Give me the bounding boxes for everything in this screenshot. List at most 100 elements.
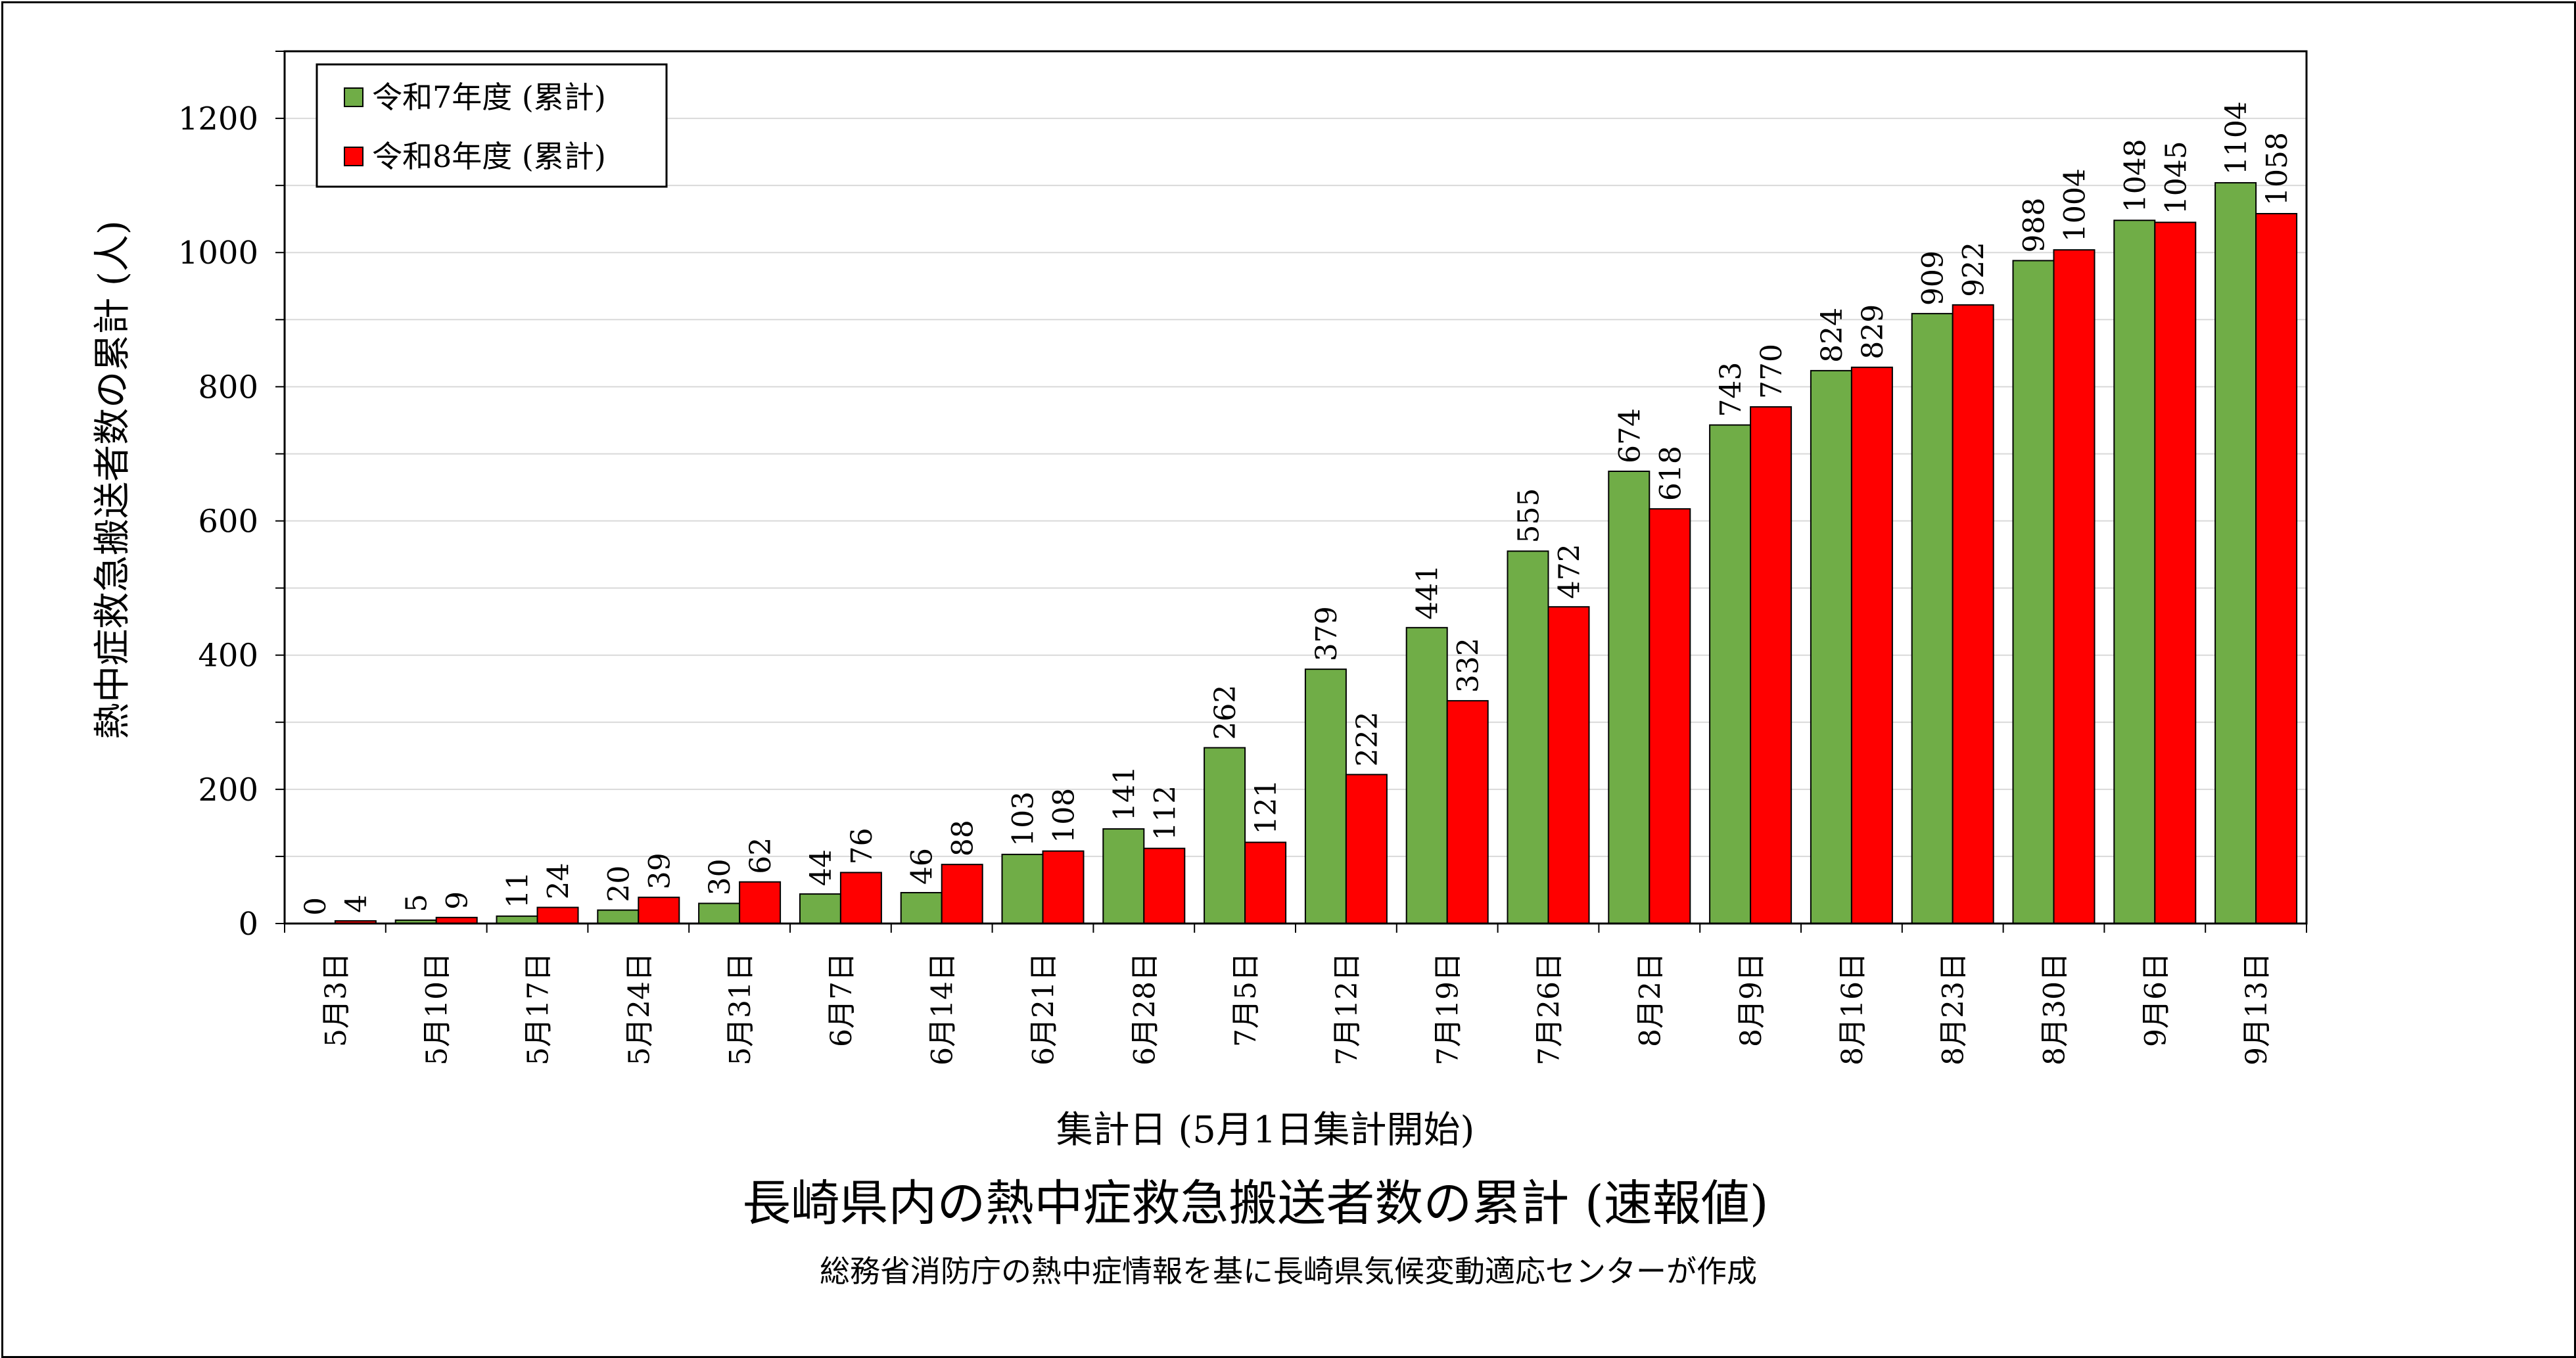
data-label: 1004 [2059, 168, 2092, 242]
y-tick-label: 200 [198, 772, 258, 808]
bar-r8 [1547, 606, 1590, 924]
bar-r7 [799, 893, 841, 925]
x-tick-label: 8月9日 [1735, 952, 1768, 1047]
data-label: 909 [1917, 250, 1950, 306]
bar-r7 [1810, 369, 1852, 924]
data-label: 4 [340, 895, 373, 913]
bar-r8 [839, 872, 882, 924]
data-label: 1104 [2220, 101, 2253, 175]
x-tick-label: 8月30日 [2038, 952, 2072, 1065]
bar-r7 [1405, 626, 1448, 924]
bar-r7 [2113, 220, 2156, 924]
legend: 令和7年度 (累計) 令和8年度 (累計) [316, 63, 668, 188]
data-label: 674 [1613, 408, 1647, 463]
bar-r7 [1608, 471, 1651, 924]
bar-r7 [2214, 182, 2257, 924]
x-tick-label: 6月14日 [926, 952, 960, 1065]
bar-r8 [1143, 847, 1186, 924]
x-tick-label: 7月19日 [1432, 952, 1465, 1065]
bar-r8 [536, 906, 579, 925]
data-label: 103 [1007, 791, 1041, 847]
data-label: 743 [1714, 362, 1748, 417]
bar-r8 [739, 881, 782, 924]
bar-r8 [941, 864, 983, 925]
legend-swatch-r7 [344, 87, 363, 107]
y-tick-label: 600 [198, 503, 258, 540]
x-tick-label: 6月7日 [825, 952, 858, 1047]
y-tick-label: 1000 [178, 235, 258, 271]
data-label: 39 [643, 853, 676, 889]
data-label: 108 [1048, 788, 1081, 843]
bar-r8 [2053, 249, 2096, 924]
y-tick-label: 800 [198, 369, 258, 406]
data-label: 332 [1452, 638, 1486, 693]
bar-r7 [1102, 828, 1145, 924]
legend-label-r7: 令和7年度 (累計) [372, 80, 606, 115]
bar-r8 [2154, 222, 2197, 924]
data-label: 472 [1553, 544, 1587, 599]
x-tick-label: 5月17日 [522, 952, 555, 1065]
y-axis-ticks: 0 200 400 600 800 1000 1200 [178, 51, 285, 943]
data-label: 1058 [2260, 132, 2294, 206]
data-label: 824 [1815, 308, 1849, 363]
data-label: 555 [1512, 488, 1546, 543]
data-label: 5 [400, 894, 434, 912]
data-label: 441 [1411, 565, 1445, 620]
bar-r8 [1952, 304, 1994, 924]
data-label: 112 [1148, 785, 1182, 841]
x-tick-label: 5月10日 [421, 952, 454, 1065]
x-tick-label: 7月5日 [1229, 952, 1263, 1047]
x-tick-label: 5月3日 [319, 952, 353, 1047]
bar-r8 [2255, 213, 2298, 925]
data-label: 222 [1351, 711, 1384, 766]
bar-r7 [1911, 313, 1954, 924]
data-label: 44 [805, 849, 838, 886]
bar-r7 [900, 892, 943, 924]
bar-r8 [1345, 774, 1388, 925]
data-label: 262 [1209, 685, 1242, 740]
data-label: 62 [744, 837, 778, 874]
legend-swatch-r8 [344, 147, 363, 166]
data-label: 829 [1856, 304, 1890, 360]
data-label: 1048 [2119, 139, 2152, 212]
bar-r7 [597, 909, 640, 924]
bar-r8 [1244, 841, 1287, 925]
y-tick-label: 1200 [178, 101, 258, 137]
x-tick-label: 5月31日 [724, 952, 757, 1065]
x-tick-label: 9月6日 [2139, 952, 2172, 1047]
bar-r8 [1649, 508, 1691, 924]
y-axis-label: 熱中症救急搬送者数の累計 (人) [91, 220, 134, 739]
legend-box [316, 63, 668, 188]
bars [334, 182, 2298, 925]
data-label: 379 [1310, 606, 1344, 661]
bar-r8 [1850, 366, 1893, 924]
x-tick-label: 8月16日 [1836, 952, 1869, 1065]
x-tick-label: 7月26日 [1533, 952, 1566, 1065]
x-tick-label: 6月21日 [1027, 952, 1061, 1065]
data-label: 11 [502, 872, 535, 908]
data-label: 121 [1250, 780, 1283, 835]
data-label: 46 [906, 848, 939, 885]
chart-subtitle: 総務省消防庁の熱中症情報を基に長崎県気候変動適応センターが作成 [820, 1253, 1757, 1289]
bar-r7 [1304, 668, 1347, 925]
legend-label-r8: 令和8年度 (累計) [372, 139, 606, 174]
bar-r7 [1507, 550, 1549, 924]
x-tick-label: 8月23日 [1937, 952, 1971, 1065]
data-label: 30 [703, 858, 737, 895]
bar-r8 [1750, 406, 1792, 924]
bar-r7 [1204, 747, 1246, 924]
x-tick-label: 6月28日 [1128, 952, 1161, 1065]
data-label: 24 [542, 863, 576, 900]
x-tick-label: 9月13日 [2240, 952, 2274, 1065]
bar-r7 [1001, 853, 1044, 924]
bar-r7 [496, 915, 538, 924]
data-label: 88 [947, 820, 980, 856]
data-label: 922 [1957, 242, 1991, 297]
bar-r8 [638, 897, 680, 924]
data-label: 76 [845, 828, 879, 864]
bar-r8 [1042, 850, 1085, 925]
